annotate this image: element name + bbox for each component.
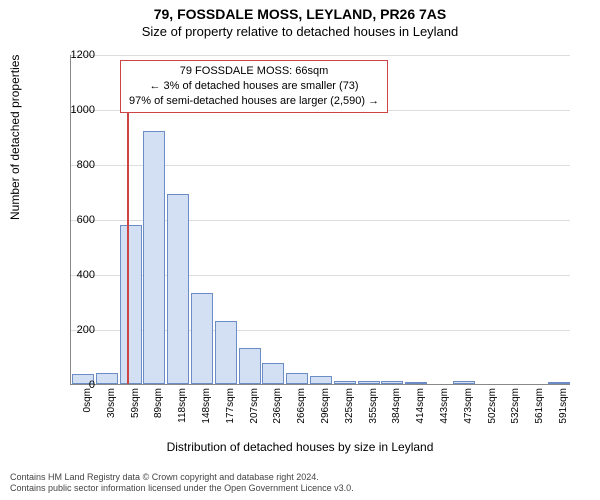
xtick-label: 207sqm: [249, 388, 260, 424]
xtick-label: 148sqm: [201, 388, 212, 424]
annotation-box: 79 FOSSDALE MOSS: 66sqm ← 3% of detached…: [120, 60, 388, 113]
footer-line1: Contains HM Land Registry data © Crown c…: [10, 472, 354, 483]
histogram-bar: [96, 373, 118, 384]
histogram-bar: [381, 381, 403, 384]
histogram-bar: [262, 363, 284, 384]
xtick-label: 59sqm: [130, 388, 141, 418]
xtick-label: 118sqm: [177, 388, 188, 423]
annotation-line2: ← 3% of detached houses are smaller (73): [129, 79, 379, 94]
xtick-label: 0sqm: [82, 388, 93, 412]
xtick-label: 473sqm: [463, 388, 474, 424]
xtick-label: 30sqm: [106, 388, 117, 418]
histogram-bar: [358, 381, 380, 384]
annotation-line1: 79 FOSSDALE MOSS: 66sqm: [129, 64, 379, 79]
xtick-label: 325sqm: [344, 388, 355, 424]
ytick-label: 1200: [55, 49, 95, 61]
gridline: [71, 55, 570, 56]
ytick-label: 400: [55, 269, 95, 281]
xtick-label: 177sqm: [225, 388, 236, 424]
ytick-label: 800: [55, 159, 95, 171]
ytick-label: 1000: [55, 104, 95, 116]
histogram-bar: [548, 382, 570, 384]
histogram-bar: [239, 348, 261, 384]
xtick-label: 89sqm: [153, 388, 164, 418]
xtick-label: 355sqm: [368, 388, 379, 424]
footer-line2: Contains public sector information licen…: [10, 483, 354, 494]
ytick-label: 600: [55, 214, 95, 226]
xtick-label: 296sqm: [320, 388, 331, 424]
y-axis-label: Number of detached properties: [8, 55, 22, 220]
xtick-label: 591sqm: [558, 388, 569, 424]
histogram-bar: [405, 382, 427, 384]
histogram-bar: [215, 321, 237, 384]
xtick-label: 532sqm: [510, 388, 521, 424]
histogram-bar: [286, 373, 308, 384]
footer-attribution: Contains HM Land Registry data © Crown c…: [10, 472, 354, 495]
xtick-label: 384sqm: [391, 388, 402, 424]
x-axis-label: Distribution of detached houses by size …: [0, 440, 600, 454]
histogram-bar: [334, 381, 356, 384]
xtick-label: 236sqm: [272, 388, 283, 424]
property-marker-line: [127, 82, 129, 385]
ytick-label: 200: [55, 324, 95, 336]
histogram-bar: [191, 293, 213, 384]
title-sub: Size of property relative to detached ho…: [0, 22, 600, 39]
histogram-bar: [310, 376, 332, 384]
histogram-bar: [453, 381, 475, 384]
histogram-bar: [120, 225, 142, 385]
xtick-label: 414sqm: [415, 388, 426, 424]
xtick-label: 502sqm: [487, 388, 498, 424]
xtick-label: 266sqm: [296, 388, 307, 424]
annotation-line3: 97% of semi-detached houses are larger (…: [129, 94, 379, 109]
xtick-label: 561sqm: [534, 388, 545, 424]
histogram-bar: [143, 131, 165, 384]
xtick-label: 443sqm: [439, 388, 450, 424]
histogram-bar: [167, 194, 189, 384]
title-main: 79, FOSSDALE MOSS, LEYLAND, PR26 7AS: [0, 0, 600, 22]
